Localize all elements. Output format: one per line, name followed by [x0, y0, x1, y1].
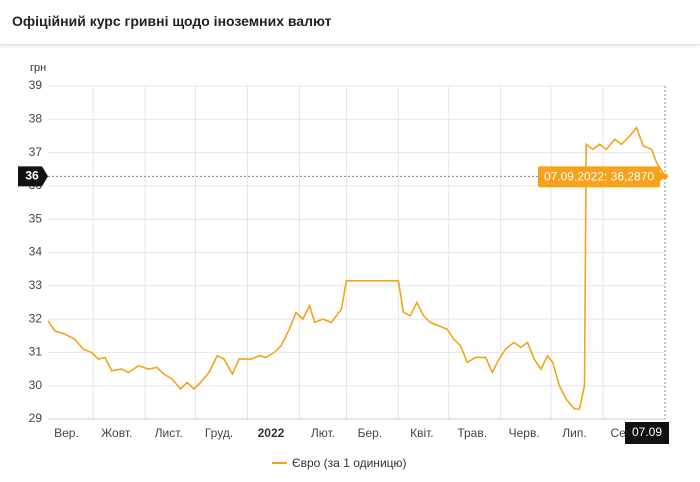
page-title: Офіційний курс гривні щодо іноземних вал…	[12, 13, 332, 29]
line-series	[47, 125, 666, 410]
x-crosshair-box	[625, 422, 669, 444]
y-tick-label: 39	[29, 78, 43, 92]
tooltip-box	[538, 166, 660, 188]
x-tick-label: Жовт.	[101, 426, 132, 440]
y-axis-label: грн	[30, 62, 46, 74]
x-tick-label: Квіт.	[410, 426, 434, 440]
y-tick-label: 33	[29, 278, 43, 292]
y-crosshair-box	[18, 166, 48, 187]
x-tick-label: Лют.	[311, 426, 335, 440]
x-tick-label: Черв.	[509, 426, 540, 440]
y-crosshair-label: 36	[25, 169, 39, 183]
y-tick-label: 34	[29, 245, 43, 259]
x-tick-label: Бер.	[358, 426, 383, 440]
x-tick-label: Вер.	[54, 426, 79, 440]
y-tick-label: 29	[29, 411, 43, 425]
x-tick-label: 2022	[258, 426, 285, 440]
legend-label: Євро (за 1 одиницю)	[292, 456, 407, 470]
header: Офіційний курс гривні щодо іноземних вал…	[0, 0, 700, 45]
y-tick-label: 30	[29, 378, 43, 392]
x-tick-label: Груд.	[205, 426, 233, 440]
x-crosshair-label: 07.09	[632, 425, 662, 439]
y-tick-label: 32	[29, 311, 43, 325]
y-tick-label: 38	[29, 111, 43, 125]
tooltip-text: 07.09.2022: 36,2870	[544, 170, 654, 184]
x-tick-label: Трав.	[457, 426, 487, 440]
x-tick-label: Лист.	[155, 426, 183, 440]
tooltip-arrow	[660, 171, 666, 182]
y-tick-label: 31	[29, 345, 43, 359]
y-tick-label: 35	[29, 211, 43, 225]
y-tick-label: 37	[29, 145, 43, 159]
x-tick-label: Лип.	[562, 426, 586, 440]
